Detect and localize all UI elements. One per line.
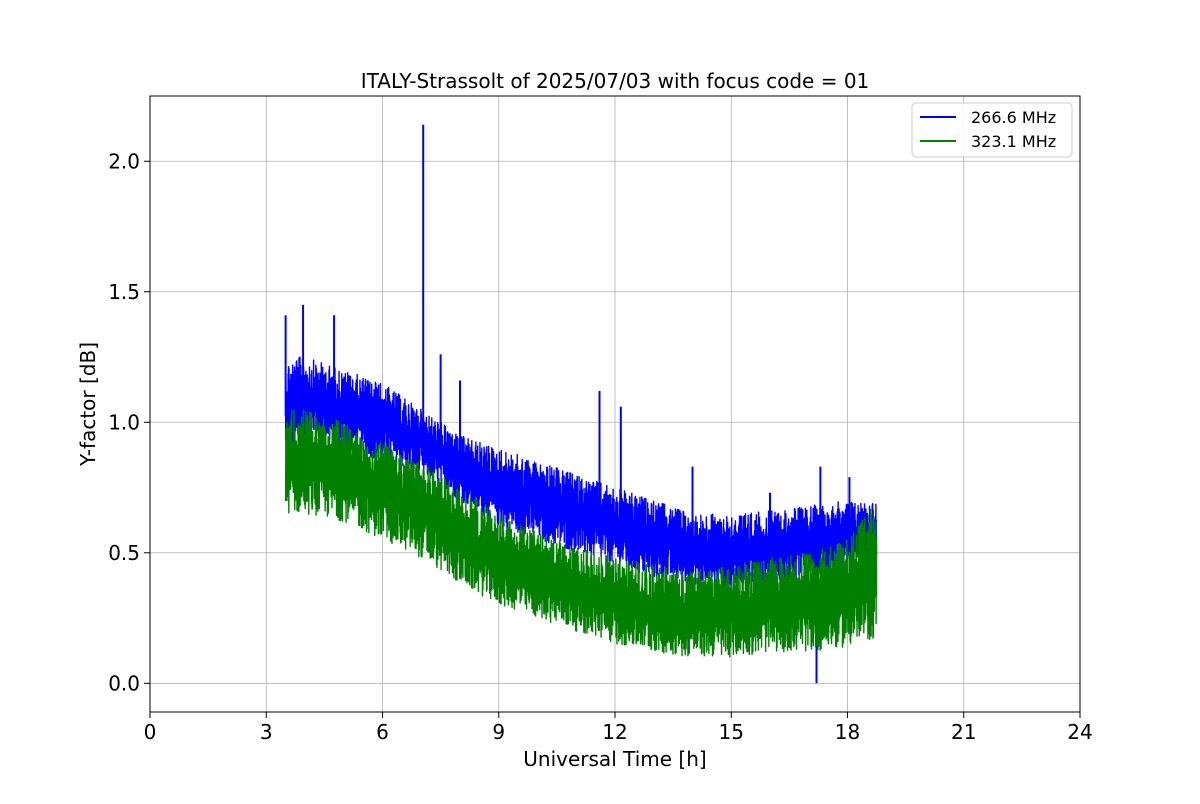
- y-axis-label: Y-factor [dB]: [76, 342, 100, 467]
- x-axis-ticks: 0 3 6 9 12 15 18 21 24: [144, 712, 1093, 744]
- y-tick-label: 2.0: [108, 149, 140, 173]
- x-tick-label: 6: [376, 720, 389, 744]
- legend-label-266-6-mhz: 266.6 MHz: [971, 108, 1056, 127]
- x-tick-label: 15: [719, 720, 744, 744]
- y-tick-label: 1.0: [108, 410, 140, 434]
- x-tick-label: 12: [602, 720, 627, 744]
- x-tick-label: 9: [492, 720, 505, 744]
- legend: 266.6 MHz 323.1 MHz: [911, 102, 1073, 158]
- x-tick-label: 18: [835, 720, 860, 744]
- x-tick-label: 0: [144, 720, 157, 744]
- x-tick-label: 3: [260, 720, 273, 744]
- chart-title: ITALY-Strassolt of 2025/07/03 with focus…: [361, 69, 870, 93]
- series-line-1: [284, 409, 878, 658]
- x-tick-label: 21: [951, 720, 976, 744]
- legend-label-323-1-mhz: 323.1 MHz: [971, 132, 1056, 151]
- y-tick-label: 1.5: [108, 280, 140, 304]
- series-line-0: [284, 356, 878, 590]
- y-tick-label: 0.5: [108, 541, 140, 565]
- y-tick-label: 0.0: [108, 671, 140, 695]
- x-axis-label: Universal Time [h]: [523, 747, 706, 771]
- y-axis-ticks: 0.0 0.5 1.0 1.5 2.0: [108, 149, 150, 695]
- x-tick-label: 24: [1067, 720, 1092, 744]
- series-layer: [284, 124, 878, 684]
